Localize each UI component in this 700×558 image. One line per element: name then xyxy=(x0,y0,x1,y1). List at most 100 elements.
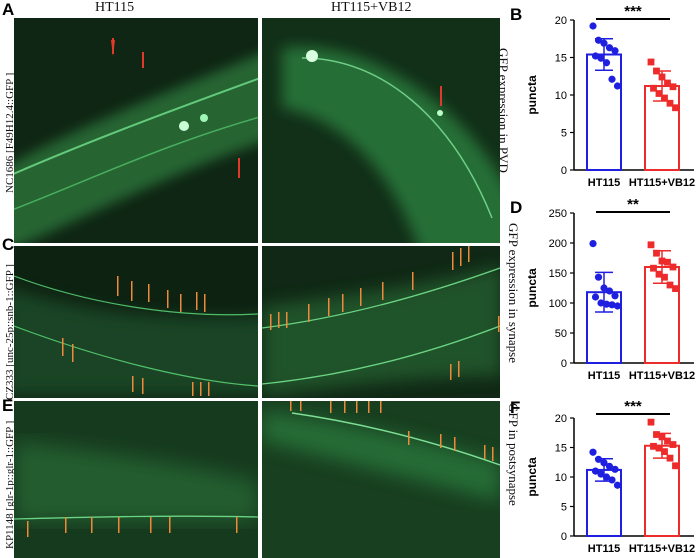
data-point xyxy=(600,39,608,47)
micrograph-pvd-ht115-vb12-drawing xyxy=(262,18,500,243)
data-point xyxy=(589,448,597,456)
data-point xyxy=(589,22,597,30)
data-point xyxy=(613,481,622,489)
data-point xyxy=(611,47,619,55)
data-point xyxy=(591,293,600,301)
data-point xyxy=(653,67,660,75)
data-point xyxy=(647,241,655,249)
data-point xyxy=(597,299,605,307)
data-point xyxy=(602,473,611,481)
data-point xyxy=(591,52,600,60)
data-point xyxy=(594,455,603,463)
data-point xyxy=(658,257,666,265)
data-point xyxy=(591,467,600,475)
panel-letter-b: B xyxy=(510,5,523,24)
significance-label: *** xyxy=(624,398,642,415)
side-label-postsynapse: GFP in postsynapse xyxy=(506,403,521,506)
data-point xyxy=(672,104,679,112)
data-point xyxy=(672,462,679,470)
x-tick-label: HT115+VB12 xyxy=(629,370,695,382)
micrograph-pvd-ht115 xyxy=(14,18,258,243)
data-point xyxy=(661,448,668,456)
data-point xyxy=(608,75,616,83)
data-point xyxy=(655,444,663,452)
side-label-synapse: GFP expression in synapse xyxy=(506,223,521,363)
data-point xyxy=(653,249,660,257)
data-point xyxy=(650,264,657,272)
data-point xyxy=(661,273,668,281)
bar-chart-pvd: 0 5 10 15 20 puncta HT115 HT115+VB12 *** xyxy=(525,5,695,189)
data-point xyxy=(600,284,608,292)
y-axis-label: puncta xyxy=(525,75,539,115)
data-point xyxy=(666,281,674,289)
data-point xyxy=(594,36,603,44)
y-tick-label: 20 xyxy=(555,413,567,425)
bar-ht115 xyxy=(586,53,622,171)
data-point xyxy=(650,442,657,450)
bar-ht115-vb12 xyxy=(644,444,680,537)
data-point xyxy=(655,90,663,97)
data-point xyxy=(608,476,616,484)
data-point xyxy=(647,58,655,66)
data-point xyxy=(594,273,603,281)
data-point xyxy=(664,437,671,445)
bar-chart-synapse: 0 50 100 150 200 250 puncta HT115 HT115+VB12 ** xyxy=(525,198,695,382)
y-tick-label: 15 xyxy=(555,53,567,65)
micrograph-postsynapse-ht115-vb12 xyxy=(262,401,500,558)
data-point xyxy=(672,285,679,292)
micrograph-synapse-ht115 xyxy=(14,246,258,398)
y-axis-label: puncta xyxy=(525,457,539,497)
data-point xyxy=(605,44,614,52)
data-point xyxy=(611,465,619,473)
micrograph-synapse-ht115-vb12-drawing xyxy=(262,246,500,398)
x-tick-label: HT115+VB12 xyxy=(629,543,695,555)
data-point xyxy=(655,270,663,278)
micrograph-synapse-ht115-drawing xyxy=(14,246,258,398)
y-tick-label: 0 xyxy=(561,165,567,177)
data-point xyxy=(613,302,622,310)
significance-label: ** xyxy=(627,198,639,213)
y-tick-label: 150 xyxy=(549,268,567,280)
micrograph-synapse-ht115-vb12 xyxy=(262,246,500,398)
data-point xyxy=(597,54,605,62)
micrograph-pvd-ht115-vb12 xyxy=(262,18,500,243)
y-tick-label: 50 xyxy=(555,328,567,340)
micrograph-postsynapse-ht115-drawing xyxy=(14,401,258,558)
data-point xyxy=(653,431,660,438)
data-point xyxy=(602,300,611,308)
y-tick-label: 0 xyxy=(561,358,567,370)
panel-letter-d: D xyxy=(510,198,523,217)
y-axis-label: puncta xyxy=(525,268,539,308)
y-tick-label: 10 xyxy=(555,472,567,484)
panel-letter-e: E xyxy=(2,396,14,415)
micrograph-postsynapse-ht115-vb12-drawing xyxy=(262,401,500,558)
panel-letter-a: A xyxy=(2,0,15,19)
panel-letter-f: F xyxy=(510,398,521,417)
data-point xyxy=(600,459,608,467)
y-tick-label: 20 xyxy=(555,15,567,27)
data-point xyxy=(664,79,671,87)
column-header-ht115: HT115 xyxy=(95,0,135,15)
data-point xyxy=(611,292,619,300)
y-tick-label: 5 xyxy=(561,128,567,140)
data-point xyxy=(608,301,616,309)
y-tick-label: 100 xyxy=(549,298,567,310)
data-point xyxy=(605,287,614,295)
data-point xyxy=(669,441,677,448)
y-tick-label: 0 xyxy=(561,531,567,543)
y-tick-label: 10 xyxy=(555,90,567,102)
micrograph-postsynapse-ht115 xyxy=(14,401,258,558)
data-point xyxy=(666,99,674,107)
data-point xyxy=(597,470,605,478)
data-point xyxy=(647,418,655,426)
bar-chart-postsynapse: 0 5 10 15 20 puncta HT115 HT115+VB12 *** xyxy=(525,398,695,555)
x-tick-label: HT115 xyxy=(588,370,620,382)
significance-label: *** xyxy=(624,5,642,20)
y-tick-label: 200 xyxy=(549,238,567,250)
data-point xyxy=(664,258,671,266)
data-point xyxy=(661,94,668,102)
data-point xyxy=(605,462,614,470)
column-header-ht115-vb12: HT115+VB12 xyxy=(331,0,412,15)
y-tick-label: 250 xyxy=(549,208,567,220)
x-tick-label: HT115 xyxy=(588,177,620,189)
